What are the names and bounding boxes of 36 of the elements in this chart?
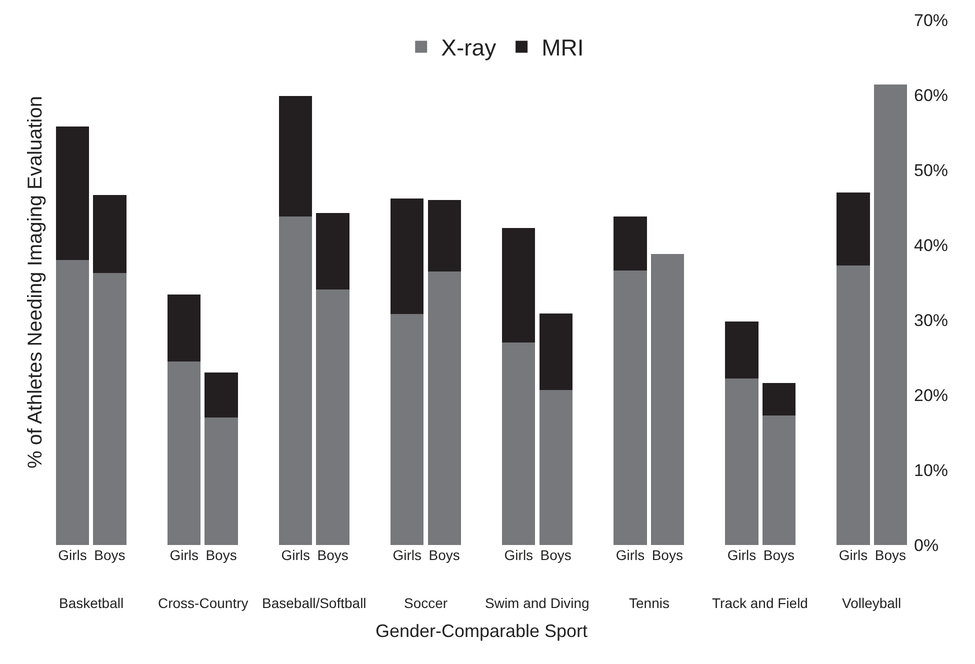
text: Cross-Country — [158, 595, 248, 611]
y-tick-label: 50% — [914, 160, 948, 180]
x-tick-label: Boys — [540, 547, 572, 563]
x-tick-label: Girls — [838, 547, 868, 563]
text: Soccer — [404, 595, 448, 611]
x-tick-label: Girls — [504, 547, 534, 563]
y-tick-label: 70% — [914, 10, 948, 30]
x-tick-label: Girls — [281, 547, 310, 563]
x-tick-label: Girls — [392, 547, 422, 563]
y-tick-label: 20% — [914, 386, 948, 405]
x-tick-label: Boys — [763, 547, 794, 563]
x-axis-title: Gender-Comparable Sport — [375, 621, 588, 642]
text: Swim and Diving — [485, 595, 590, 611]
x-tick-label: Boys — [206, 547, 237, 563]
y-tick-label: 40% — [914, 236, 948, 255]
text: Baseball/Softball — [262, 595, 366, 611]
x-tick-label: Girls — [616, 547, 645, 563]
x-tick-label: Girls — [58, 547, 87, 563]
x-tick-label: Boys — [317, 547, 348, 563]
x-tick-label: Girls — [727, 547, 756, 563]
x-tick-label: Boys — [652, 547, 683, 563]
y-axis-title: % of Athletes Needing Imaging Evaluation — [24, 96, 46, 468]
text: Basketball — [59, 595, 124, 611]
x-tick-label: Girls — [170, 547, 198, 563]
x-tick-label: Boys — [874, 547, 906, 563]
legend-label: MRI — [542, 34, 584, 61]
x-tick-label: Boys — [94, 547, 126, 563]
y-tick-label: 60% — [914, 86, 948, 105]
legend-label: X-ray — [441, 34, 497, 61]
text: Track and Field — [712, 595, 808, 611]
y-tick-label: 0% — [914, 536, 939, 555]
text: Tennis — [629, 595, 670, 611]
y-tick-label: 10% — [914, 460, 948, 480]
text: Volleyball — [842, 595, 902, 611]
y-tick-label: 30% — [914, 310, 948, 330]
x-tick-label: Boys — [428, 547, 460, 563]
